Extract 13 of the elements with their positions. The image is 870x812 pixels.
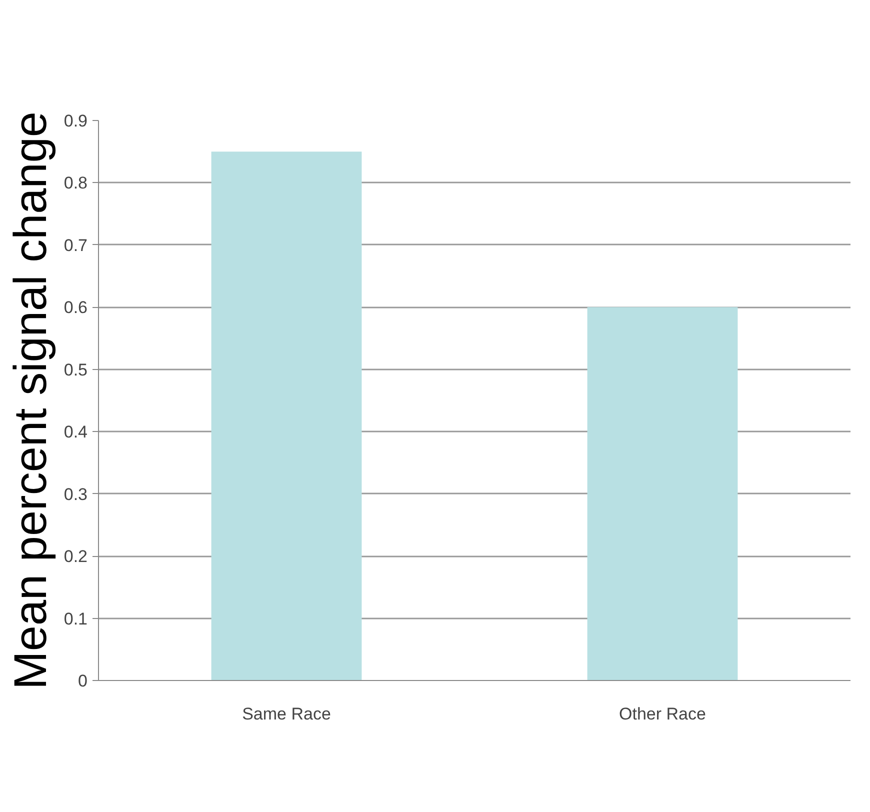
y-tick-label: 0.7 (64, 236, 88, 255)
y-tick-label: 0.3 (64, 484, 88, 504)
x-tick-label: Other Race (619, 704, 706, 724)
y-axis-title: Mean percent signal change (4, 112, 56, 690)
y-tick-label: 0.1 (64, 609, 88, 628)
y-tick-label: 0.5 (64, 360, 88, 380)
y-tick-label: 0.4 (64, 422, 88, 442)
y-tick-label: 0.9 (64, 112, 88, 130)
y-tick-label: 0.6 (64, 298, 88, 318)
y-tick-label: 0.8 (64, 174, 88, 193)
y-tick-label: 0.2 (64, 547, 88, 566)
x-tick-label: Same Race (242, 704, 331, 724)
y-tick-label: 0 (78, 672, 88, 690)
